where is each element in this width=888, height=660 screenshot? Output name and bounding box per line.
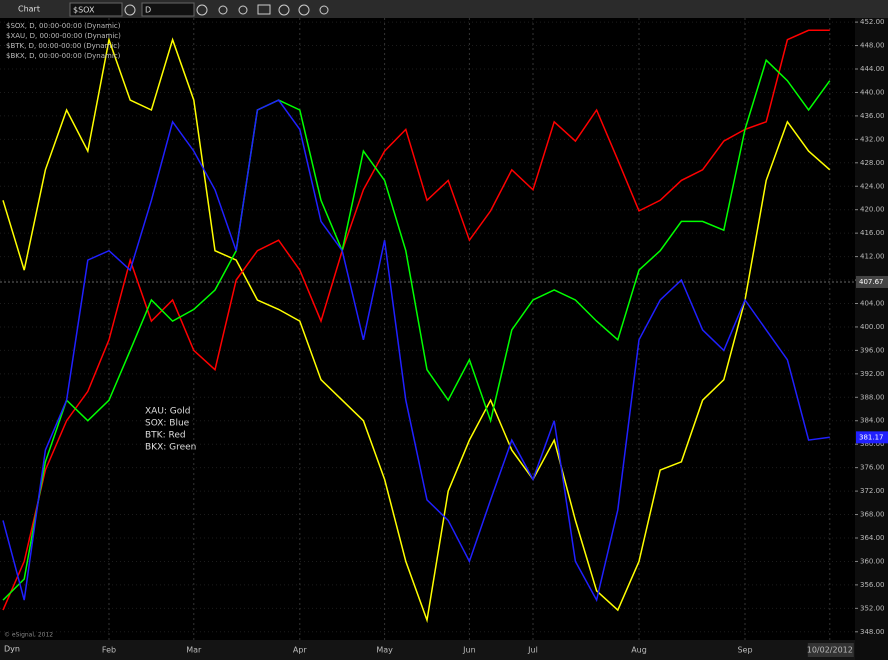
annotation: BKX: Green [145, 443, 196, 453]
series-line [2, 58, 831, 601]
y-tick-label: 436.00 [860, 112, 885, 120]
draw-button[interactable] [218, 5, 228, 15]
interval-input[interactable]: D [145, 6, 151, 15]
y-tick-label: 440.00 [860, 88, 885, 96]
date-box [807, 643, 854, 657]
y-tick-label: 348.00 [860, 628, 885, 636]
legend-entry: $BTK, D, 00:00-00:00 (Dynamic) [6, 42, 120, 50]
y-tick-label: 388.00 [860, 393, 885, 401]
y-tick-label: 384.00 [860, 417, 885, 425]
time-axis [0, 640, 855, 660]
refresh-button[interactable] [196, 4, 208, 16]
series-line [2, 36, 831, 624]
crosshair-box [856, 275, 888, 288]
y-tick-label: 372.00 [860, 487, 885, 495]
x-tick-label: Aug [631, 646, 647, 655]
legend-entry: $SOX, D, 00:00-00:00 (Dynamic) [6, 22, 121, 30]
x-tick-label: Apr [293, 646, 308, 655]
y-tick-label: 420.00 [860, 206, 885, 214]
last-price-box [856, 431, 888, 444]
y-tick-label: 416.00 [860, 229, 885, 237]
annotation: SOX: Blue [145, 419, 190, 429]
symbol-box[interactable] [69, 2, 123, 17]
series-line [2, 29, 830, 611]
y-tick-label: 364.00 [860, 534, 885, 542]
x-tick-label: Jun [462, 646, 476, 655]
y-tick-label: 380.00 [860, 440, 885, 448]
y-tick-label: 356.00 [860, 581, 885, 589]
y-tick-label: 412.00 [860, 253, 885, 261]
x-tick-label: Feb [102, 646, 116, 655]
x-tick-label: Sep [737, 646, 752, 655]
y-tick-label: 400.00 [860, 323, 885, 331]
annotation: BTK: Red [145, 431, 186, 441]
x-tick-label: May [376, 646, 393, 655]
legend-entry: $XAU, D, 00:00-00:00 (Dynamic) [6, 32, 121, 40]
link-button[interactable] [124, 4, 136, 16]
y-tick-label: 444.00 [860, 65, 885, 73]
mode-label[interactable]: Dyn [4, 645, 20, 654]
y-tick-label: 424.00 [860, 182, 885, 190]
image-button[interactable] [257, 4, 271, 15]
y-tick-label: 448.00 [860, 42, 885, 50]
x-tick-label: Jul [527, 646, 538, 655]
toolbar [0, 0, 888, 18]
y-tick-label: 376.00 [860, 464, 885, 472]
y-tick-label: 352.00 [860, 604, 885, 612]
crosshair-label: 407.67 [859, 278, 884, 286]
y-tick-label: 360.00 [860, 557, 885, 565]
y-tick-label: 428.00 [860, 159, 885, 167]
x-tick-label: Mar [186, 646, 202, 655]
y-tick-label: 392.00 [860, 370, 885, 378]
copyright: © eSignal, 2012 [4, 632, 53, 639]
window-title: Chart [18, 5, 40, 14]
add-button[interactable] [298, 4, 310, 16]
interval-box[interactable] [141, 2, 195, 17]
y-tick-label: 432.00 [860, 135, 885, 143]
annotation: XAU: Gold [145, 407, 191, 417]
play-button[interactable] [278, 4, 290, 16]
legend-entry: $BKX, D, 00:00-00:00 (Dynamic) [6, 52, 121, 60]
series-line [2, 99, 830, 603]
price-axis [855, 18, 888, 660]
y-tick-label: 452.00 [860, 18, 885, 26]
x-tick-label: 10/02/2012 [807, 646, 853, 655]
cursor-button[interactable] [319, 5, 329, 15]
last-price-label: 381.17 [859, 433, 884, 441]
tool-button[interactable] [238, 5, 248, 15]
y-tick-label: 396.00 [860, 346, 885, 354]
y-tick-label: 404.00 [860, 299, 885, 307]
symbol-input[interactable]: $SOX [73, 6, 95, 15]
y-tick-label: 368.00 [860, 511, 885, 519]
plot-area [0, 18, 855, 640]
